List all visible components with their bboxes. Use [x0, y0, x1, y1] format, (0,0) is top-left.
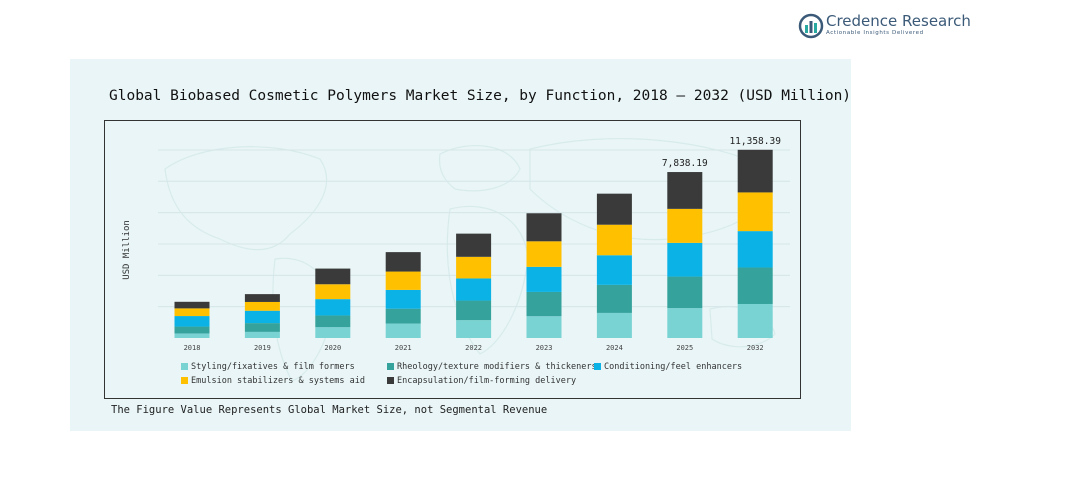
- legend-swatch: [387, 363, 394, 370]
- x-tick-label: 2022: [465, 344, 482, 352]
- legend-label: Rheology/texture modifiers & thickeners: [397, 362, 597, 372]
- bar-segment: [174, 316, 210, 327]
- bar-segment: [596, 255, 632, 285]
- legend-swatch: [181, 377, 188, 384]
- bar-segment: [174, 333, 210, 338]
- plot-frame: [104, 120, 801, 399]
- bar-segment: [315, 284, 351, 300]
- bar-segment: [385, 308, 421, 324]
- legend-swatch: [181, 363, 188, 370]
- legend-item-styling: Styling/fixatives & film formers: [181, 362, 355, 372]
- bar-segment: [526, 241, 562, 267]
- bar-segment: [315, 327, 351, 338]
- bar-segment: [244, 294, 280, 302]
- bar-segment: [174, 326, 210, 334]
- x-tick-label: 2019: [254, 344, 271, 352]
- bar-segment: [526, 266, 562, 292]
- bar-segment: [667, 208, 703, 243]
- data-labels: 7,838.19 11,358.39: [662, 136, 781, 169]
- bar-segment: [667, 308, 703, 338]
- bar-segment: [174, 308, 210, 317]
- bar-segment: [526, 291, 562, 317]
- bar-segment: [667, 276, 703, 309]
- data-label: 7,838.19: [662, 158, 708, 169]
- bar-segment: [385, 289, 421, 309]
- x-tick-label: 2024: [606, 344, 623, 352]
- legend-swatch: [594, 363, 601, 370]
- bar-segment: [737, 192, 773, 232]
- bar-segment: [667, 242, 703, 277]
- bar-segment: [244, 323, 280, 332]
- credence-research-logo: Credence Research Actionable Insights De…: [798, 10, 971, 42]
- bar-segment: [315, 315, 351, 328]
- x-tick-label: 2023: [536, 344, 553, 352]
- bar-segment: [456, 278, 492, 301]
- x-tick-labels: 2018 2019 2020 2021 2022 2023 2024 2025 2032: [184, 344, 764, 352]
- bar-segment: [596, 312, 632, 338]
- bar-segment: [596, 193, 632, 225]
- bar-segment: [456, 256, 492, 279]
- legend-label: Conditioning/feel enhancers: [604, 362, 743, 372]
- x-tick-label: 2032: [747, 344, 764, 352]
- x-tick-label: 2020: [324, 344, 341, 352]
- bar-segment: [244, 301, 280, 311]
- bar-segment: [596, 224, 632, 256]
- bar-segment: [315, 299, 351, 316]
- bar-stacks: [174, 149, 773, 338]
- x-tick-label: 2025: [676, 344, 693, 352]
- legend-item-conditioning: Conditioning/feel enhancers: [594, 362, 742, 372]
- legend-item-emulsion: Emulsion stabilizers & systems aid: [181, 376, 365, 386]
- bar-segment: [244, 331, 280, 338]
- bar-segment: [526, 316, 562, 338]
- bar-segment: [385, 271, 421, 290]
- bar-segment: [667, 172, 703, 209]
- bar-segment: [385, 323, 421, 338]
- bar-segment: [244, 310, 280, 324]
- bar-segment: [737, 303, 773, 338]
- logo-mark-icon: [798, 13, 824, 39]
- bar-segment: [737, 231, 773, 268]
- footnote: The Figure Value Represents Global Marke…: [111, 404, 548, 416]
- bar-segment: [737, 149, 773, 193]
- legend-swatch: [387, 377, 394, 384]
- bar-segment: [456, 233, 492, 257]
- legend-item-encapsulation: Encapsulation/film-forming delivery: [387, 376, 576, 386]
- brand-tagline: Actionable Insights Delivered: [826, 30, 924, 36]
- bar-segment: [526, 213, 562, 242]
- legend-item-rheology: Rheology/texture modifiers & thickeners: [387, 362, 597, 372]
- x-tick-label: 2018: [184, 344, 201, 352]
- legend-label: Emulsion stabilizers & systems aid: [191, 376, 365, 386]
- bar-segment: [456, 300, 492, 321]
- legend-label: Styling/fixatives & film formers: [191, 362, 355, 372]
- legend-label: Encapsulation/film-forming delivery: [397, 376, 577, 386]
- bar-segment: [315, 268, 351, 285]
- bar-segment: [385, 252, 421, 272]
- bar-segment: [596, 284, 632, 313]
- brand-name: Credence Research: [826, 12, 971, 30]
- bar-segment: [174, 301, 210, 309]
- data-label: 11,358.39: [729, 136, 781, 147]
- bar-segment: [456, 320, 492, 338]
- bar-segment: [737, 267, 773, 304]
- x-tick-label: 2021: [395, 344, 412, 352]
- chart-title: Global Biobased Cosmetic Polymers Market…: [109, 88, 852, 104]
